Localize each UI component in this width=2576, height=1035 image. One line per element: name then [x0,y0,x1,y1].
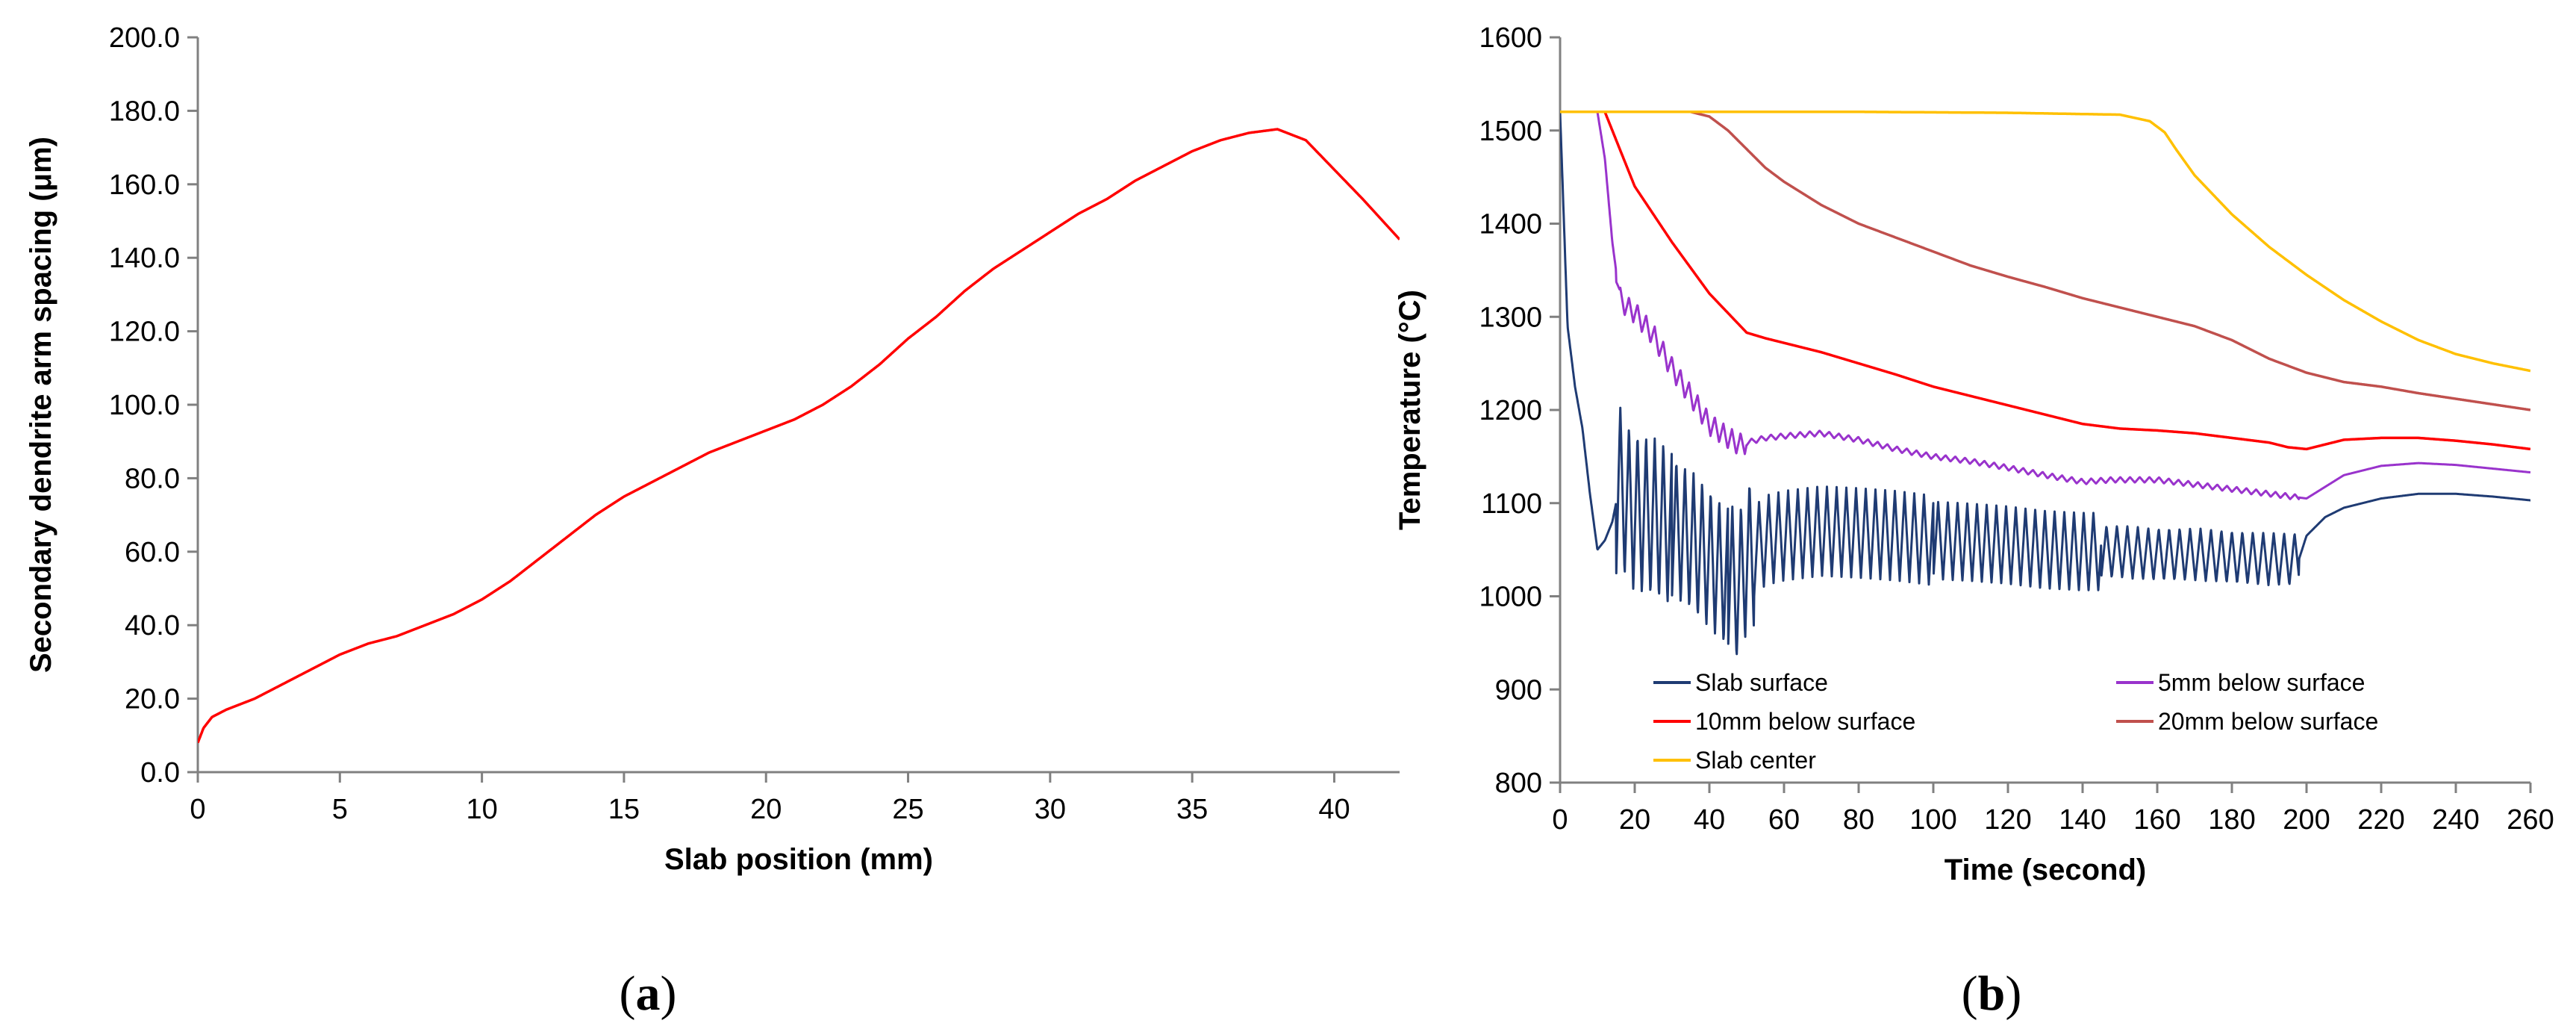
x-tick-label: 100 [1909,804,1956,836]
legend-20mm-below-surface-label: 20mm below surface [2158,708,2378,735]
panel-label-b: (b) [1962,966,2022,1021]
x-tick-label: 5 [332,794,348,825]
x-tick-label: 240 [2432,804,2479,836]
y-tick-label: 160.0 [109,170,180,201]
y-tick-label: 120.0 [109,317,180,348]
y-tick-label: 1400 [1479,209,1542,240]
series-20mm-below-surface-line [1560,111,2530,411]
y-tick-label: 80.0 [125,463,180,494]
series-slab-surface-line [1560,111,2530,656]
y-tick-label: 200.0 [109,22,180,54]
series-slab-center-line [1560,111,2530,373]
x-tick-label: 160 [2133,804,2180,836]
y-tick-label: 1100 [1481,488,1542,520]
panel-label-a-close: ) [661,966,677,1021]
y-tick-label: 1300 [1479,302,1542,333]
x-tick-label: 15 [608,794,640,825]
y-tick-label: 140.0 [109,243,180,274]
x-tick-label: 220 [2357,804,2404,836]
series-secondary-dendrite-arm-spacing-line [198,128,1400,744]
x-tick-label: 20 [750,794,782,825]
y-tick-label: 1200 [1479,395,1542,426]
x-tick-label: 40 [1318,794,1350,825]
x-tick-label: 20 [1619,804,1650,836]
panel-label-b-close: ) [2005,966,2021,1021]
y-tick-label: 0.0 [140,757,180,789]
x-tick-label: 0 [1552,804,1568,836]
series-10mm-below-surface-line [1560,111,2530,451]
panel-label-a-open: ( [620,966,636,1021]
x-tick-label: 10 [466,794,497,825]
y-tick-label: 900 [1495,674,1542,706]
x-tick-label: 30 [1035,794,1066,825]
x-tick-label: 80 [1843,804,1874,836]
y-axis-title: Temperature (°C) [1394,290,1426,530]
y-tick-label: 1500 [1479,116,1542,147]
legend-slab-center-label: Slab center [1695,747,1816,774]
panel-label-b-letter: b [1978,966,2006,1021]
y-tick-label: 800 [1495,768,1542,799]
x-tick-label: 60 [1768,804,1800,836]
legend-10mm-below-surface-label: 10mm below surface [1695,708,1915,735]
panel-label-a-letter: a [636,966,661,1021]
y-axis-title: Secondary dendrite arm spacing (μm) [25,137,57,673]
x-tick-label: 200 [2283,804,2330,836]
y-tick-label: 40.0 [125,610,180,641]
y-tick-label: 1000 [1479,582,1542,613]
x-tick-label: 260 [2507,804,2554,836]
chart-b: 800 900 1000 1100 1200 1300 1400 1500 1600 0 20 40 6… [1394,22,2554,886]
chart-a: 0.0 20.0 40.0 60.0 80.0 100.0 120.0 140.0 160.0 1… [25,22,1400,876]
y-tick-label: 60.0 [125,537,180,568]
y-tick-label: 20.0 [125,684,180,715]
x-tick-label: 40 [1694,804,1725,836]
legend-5mm-below-surface-label: 5mm below surface [2158,669,2365,696]
panel-label-b-open: ( [1962,966,1978,1021]
y-tick-label: 180.0 [109,96,180,127]
legend-slab-surface-label: Slab surface [1695,669,1828,696]
panel-label-a: (a) [620,966,677,1021]
series-5mm-below-surface-line [1560,111,2530,500]
x-axis-title: Slab position (mm) [664,843,933,876]
x-tick-label: 120 [1984,804,2031,836]
x-tick-label: 0 [190,794,205,825]
x-tick-label: 35 [1176,794,1208,825]
x-tick-label: 180 [2208,804,2255,836]
x-tick-label: 140 [2059,804,2106,836]
x-tick-label: 25 [892,794,923,825]
x-axis-title: Time (second) [1945,854,2146,886]
y-tick-label: 1600 [1479,22,1542,54]
y-tick-label: 100.0 [109,390,180,421]
